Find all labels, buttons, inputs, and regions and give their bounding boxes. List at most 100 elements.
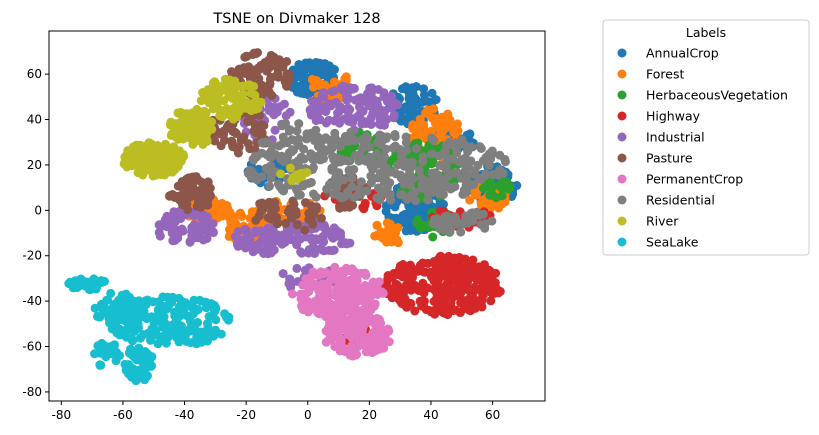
data-point — [306, 177, 316, 187]
data-point — [407, 99, 417, 109]
data-point — [456, 227, 466, 237]
data-point — [179, 152, 188, 162]
data-point — [242, 226, 251, 236]
data-point — [408, 120, 418, 130]
data-point — [397, 190, 407, 200]
data-point — [436, 254, 446, 263]
data-point — [266, 152, 276, 162]
data-point — [246, 88, 256, 98]
data-point — [340, 74, 350, 84]
data-point — [434, 189, 444, 198]
data-point — [292, 186, 302, 196]
data-point — [308, 104, 317, 114]
data-point — [451, 273, 461, 283]
data-point — [445, 137, 455, 147]
series-river — [119, 74, 312, 186]
data-point — [476, 220, 486, 230]
data-point — [335, 157, 345, 167]
data-point — [149, 147, 159, 157]
data-point — [406, 204, 416, 214]
data-point — [368, 335, 378, 345]
data-point — [411, 196, 421, 206]
data-point — [180, 118, 190, 128]
data-point — [224, 105, 234, 115]
data-point — [158, 221, 168, 231]
data-point — [309, 189, 318, 199]
data-point — [182, 199, 192, 209]
data-point — [248, 247, 258, 257]
data-point — [106, 288, 116, 298]
legend-marker — [617, 153, 627, 163]
data-point — [242, 97, 252, 107]
y-tick-label: -60 — [22, 340, 42, 354]
data-point — [327, 329, 337, 339]
y-axis-ticks: -80 -60 -40 -20 0 20 40 60 — [22, 67, 49, 399]
data-point — [345, 282, 355, 292]
data-point — [270, 125, 280, 135]
legend-box — [602, 19, 810, 256]
data-point — [230, 127, 240, 137]
data-point — [294, 119, 304, 129]
data-point — [472, 272, 481, 282]
data-point — [80, 281, 90, 291]
data-point — [297, 301, 306, 311]
data-point — [384, 326, 394, 336]
data-point — [374, 183, 384, 193]
data-point — [256, 120, 266, 130]
data-point — [463, 147, 473, 157]
y-tick-label: -80 — [22, 385, 42, 399]
data-point — [436, 130, 445, 140]
data-point — [334, 107, 344, 117]
data-point — [385, 178, 395, 188]
data-point — [335, 118, 344, 128]
data-point — [402, 280, 412, 290]
data-point — [400, 209, 410, 219]
data-point — [113, 327, 123, 337]
data-point — [246, 105, 256, 115]
data-point — [231, 218, 240, 228]
data-point — [173, 181, 183, 191]
data-point — [167, 129, 177, 139]
legend-label: Industrial — [646, 130, 705, 145]
data-point — [98, 304, 107, 314]
data-point — [482, 180, 492, 190]
data-point — [433, 170, 443, 180]
data-point — [147, 140, 157, 150]
data-point — [401, 132, 411, 142]
data-point — [129, 311, 139, 321]
legend-marker — [617, 132, 627, 142]
data-point — [418, 278, 428, 288]
data-point — [452, 167, 462, 177]
data-point — [321, 107, 331, 116]
data-point — [304, 208, 314, 218]
data-point — [480, 199, 489, 209]
data-point — [378, 154, 388, 164]
data-point — [399, 179, 409, 189]
data-point — [266, 61, 276, 71]
data-point — [375, 114, 385, 124]
data-point — [405, 298, 415, 308]
data-point — [488, 169, 498, 179]
data-point — [168, 148, 178, 158]
data-point — [395, 261, 405, 271]
data-point — [452, 148, 462, 158]
x-tick-label: -80 — [52, 408, 72, 422]
data-point — [196, 227, 206, 237]
data-point — [141, 350, 151, 359]
data-point — [459, 139, 469, 149]
data-point — [472, 207, 482, 217]
data-point — [347, 173, 357, 183]
data-point — [390, 132, 400, 142]
data-point — [270, 204, 280, 214]
data-point — [263, 165, 273, 175]
data-point — [371, 160, 381, 170]
data-point — [292, 126, 302, 136]
data-point — [330, 167, 340, 177]
data-point — [377, 334, 387, 344]
data-point — [90, 303, 100, 313]
data-point — [153, 297, 163, 307]
data-point — [461, 180, 471, 190]
data-point — [495, 150, 505, 160]
data-point — [206, 219, 216, 229]
data-point — [427, 149, 437, 159]
